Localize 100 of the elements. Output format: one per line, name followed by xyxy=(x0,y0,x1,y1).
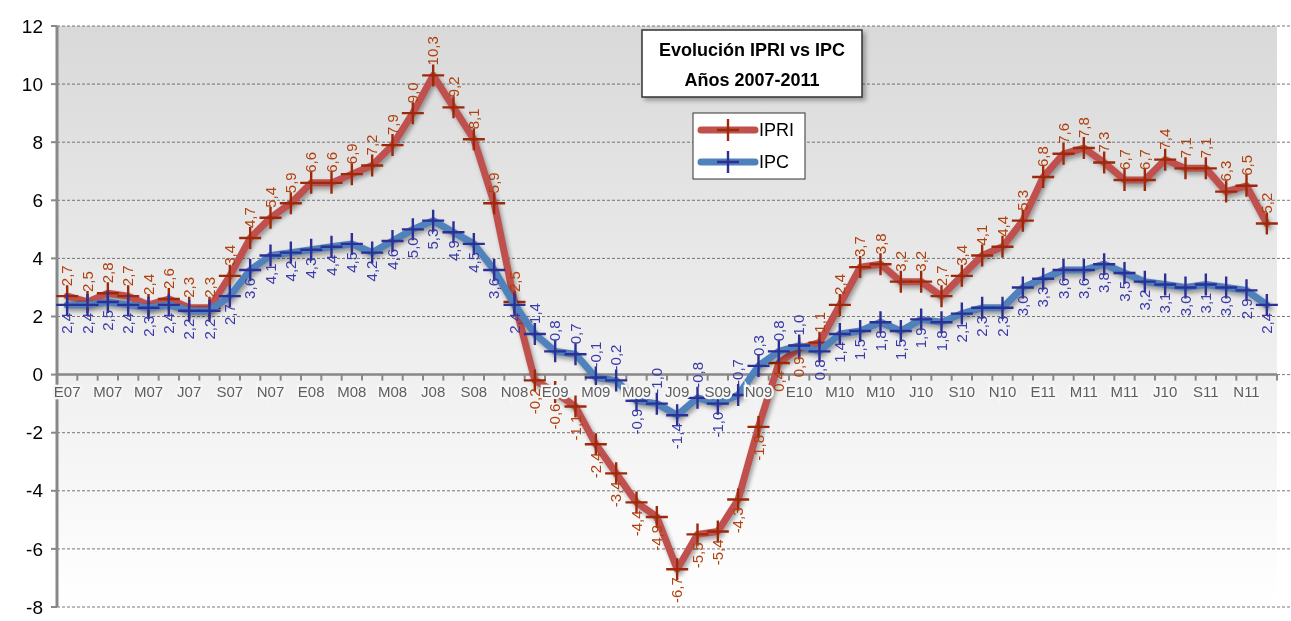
data-label: -4,9 xyxy=(647,524,665,551)
x-tick-label: N11 xyxy=(1233,382,1260,400)
data-label: 4,1 xyxy=(973,224,991,246)
y-tick-label: 0 xyxy=(32,364,43,386)
data-label: 2,7 xyxy=(119,265,137,287)
text: Años 2007-2011 xyxy=(684,70,820,90)
data-label: 4,3 xyxy=(302,257,320,279)
data-label: 5,9 xyxy=(485,172,503,194)
data-label: -0,9 xyxy=(627,408,645,435)
data-label: -6,7 xyxy=(668,577,686,604)
data-label: -0,8 xyxy=(688,361,706,388)
data-label: 9,2 xyxy=(444,76,462,98)
data-label: 3,2 xyxy=(891,250,909,272)
data-label: 2,4 xyxy=(58,312,76,334)
data-label: 6,3 xyxy=(1217,160,1235,182)
x-tick-label: S09 xyxy=(704,382,732,400)
data-label: 3,2 xyxy=(912,250,930,272)
x-tick-label: M07 xyxy=(93,382,123,400)
x-tick-label: E08 xyxy=(297,382,325,400)
x-tick-label: J07 xyxy=(177,382,202,400)
data-label: 2,2 xyxy=(180,318,198,340)
data-label: 2,4 xyxy=(159,312,177,334)
legend-label: IPRI xyxy=(759,120,795,141)
y-tick-label: 10 xyxy=(21,73,43,95)
data-label: 2,2 xyxy=(200,318,218,340)
data-label: 2,4 xyxy=(1257,312,1275,334)
x-tick-label: J10 xyxy=(909,382,934,400)
x-tick-label: M11 xyxy=(1110,382,1139,400)
data-label: 4,9 xyxy=(444,240,462,262)
data-label: -1,4 xyxy=(668,423,686,450)
data-label: 2,3 xyxy=(200,276,218,298)
data-label: 2,5 xyxy=(505,271,523,292)
text: Evolución IPRI vs IPC xyxy=(658,40,846,60)
data-label: 3,1 xyxy=(1196,292,1214,314)
data-label: 6,8 xyxy=(1034,146,1052,168)
data-label: 6,6 xyxy=(302,152,320,173)
data-label: 3,3 xyxy=(1034,286,1052,308)
data-label: 7,3 xyxy=(1095,131,1113,153)
y-tick-label: 12 xyxy=(21,15,43,37)
y-tick-label: 6 xyxy=(32,189,43,211)
x-tick-label: M07 xyxy=(133,382,164,400)
data-label: -0,6 xyxy=(546,403,564,430)
data-label: 10,3 xyxy=(424,36,442,66)
data-label: -5,4 xyxy=(708,539,726,566)
data-label: 2,4 xyxy=(78,312,96,334)
data-label: 3,7 xyxy=(851,236,869,258)
data-label: 6,6 xyxy=(322,152,340,173)
x-tick-label: S08 xyxy=(460,382,488,400)
x-tick-label: N07 xyxy=(256,382,285,400)
x-tick-label: N10 xyxy=(988,382,1017,400)
y-tick-label: -6 xyxy=(26,538,43,560)
data-label: 7,1 xyxy=(1196,137,1214,159)
data-label: 4,5 xyxy=(342,251,360,273)
x-tick-label: E09 xyxy=(541,382,569,400)
data-label: 2,7 xyxy=(220,304,238,326)
data-label: 4,4 xyxy=(322,254,340,276)
data-label: 4,2 xyxy=(281,260,299,282)
data-label: 4,1 xyxy=(261,263,279,285)
x-tick-label: M10 xyxy=(825,382,855,400)
data-label: 1,5 xyxy=(891,339,909,360)
x-tick-label: S10 xyxy=(948,382,976,400)
data-label: 0,8 xyxy=(769,320,787,342)
data-label: 3,1 xyxy=(1156,292,1174,314)
data-label: 3,5 xyxy=(1115,280,1133,302)
data-label: 2,4 xyxy=(830,274,848,295)
data-label: 3,0 xyxy=(1013,295,1031,317)
data-label: -2,4 xyxy=(586,452,604,479)
data-label: 5,0 xyxy=(403,237,421,259)
data-label: 2,3 xyxy=(973,315,991,337)
data-label: 6,9 xyxy=(342,143,360,165)
data-label: 4,4 xyxy=(993,215,1011,237)
data-label: 7,6 xyxy=(1054,122,1072,144)
data-label: 1,5 xyxy=(851,339,869,360)
data-label: 0,9 xyxy=(790,356,808,378)
data-label: 2,6 xyxy=(159,268,177,290)
x-tick-label: E11 xyxy=(1030,382,1056,400)
data-label: 0,7 xyxy=(566,323,584,345)
legend-label: IPC xyxy=(759,152,790,173)
data-label: 3,6 xyxy=(241,278,259,299)
x-tick-label: J10 xyxy=(1153,382,1178,400)
data-label: 1,4 xyxy=(830,341,848,363)
data-label: 7,9 xyxy=(383,114,401,136)
data-label: 3,4 xyxy=(220,244,238,266)
data-label: -5,5 xyxy=(688,542,706,569)
data-label: 2,9 xyxy=(1237,298,1255,320)
data-label: 3,6 xyxy=(485,278,503,299)
y-tick-label: 2 xyxy=(32,306,43,328)
data-label: 6,5 xyxy=(1237,154,1255,176)
data-label: 7,1 xyxy=(1176,137,1194,159)
data-label: 4,2 xyxy=(363,260,381,282)
data-label: 2,4 xyxy=(119,312,137,334)
data-label: 5,9 xyxy=(281,172,299,194)
data-label: -0,2 xyxy=(607,344,625,371)
data-label: -1,8 xyxy=(749,434,767,461)
data-label: -1,1 xyxy=(566,414,584,441)
data-label: 3,2 xyxy=(1135,289,1153,311)
data-label: 4,5 xyxy=(464,251,482,273)
data-label: 2,1 xyxy=(952,321,970,343)
data-label: 0,3 xyxy=(749,335,767,356)
data-label: 2,7 xyxy=(932,265,950,287)
